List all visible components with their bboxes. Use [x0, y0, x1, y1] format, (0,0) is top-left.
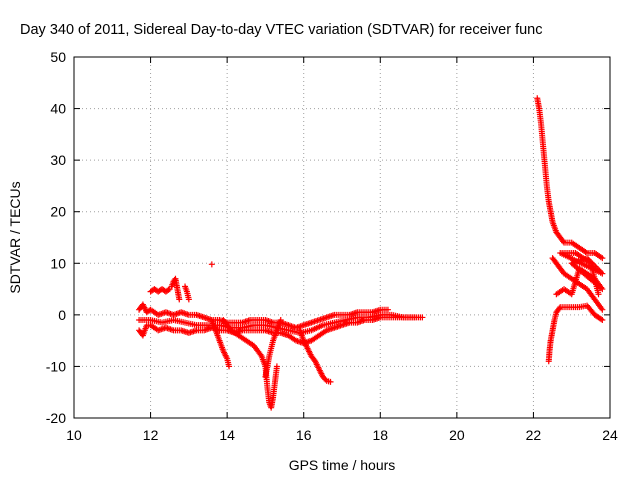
data-point — [599, 255, 606, 262]
data-point — [384, 306, 391, 313]
data-points — [136, 95, 606, 411]
data-point — [595, 291, 602, 298]
y-axis-label: SDTVAR / TECUs — [7, 181, 23, 293]
data-point — [226, 363, 233, 370]
y-tick-label: -10 — [46, 358, 66, 374]
y-tick-label: 50 — [50, 49, 66, 65]
chart-title: Day 340 of 2011, Sidereal Day-to-day VTE… — [20, 22, 542, 38]
data-point — [273, 363, 280, 370]
x-tick-label: 12 — [143, 427, 159, 443]
data-point — [322, 376, 329, 383]
grid-lines — [74, 57, 610, 418]
x-axis-label: GPS time / hours — [289, 457, 396, 473]
y-tick-label: 20 — [50, 204, 66, 220]
y-tick-label: -20 — [46, 410, 66, 426]
data-point — [560, 238, 567, 245]
x-tick-label: 10 — [66, 427, 82, 443]
data-point — [327, 378, 334, 385]
data-point — [556, 305, 563, 312]
axis-ticks: 10 12 14 16 18 20 22 24 -20 -10 0 10 20 30 40 50 — [46, 49, 618, 443]
data-point — [599, 317, 606, 324]
x-tick-label: 14 — [219, 427, 235, 443]
x-tick-label: 16 — [296, 427, 312, 443]
data-point — [185, 296, 192, 303]
y-tick-label: 0 — [58, 307, 66, 323]
data-point — [262, 373, 269, 380]
data-point — [419, 314, 426, 321]
data-point — [165, 286, 172, 293]
y-tick-label: 40 — [50, 101, 66, 117]
data-point — [166, 286, 173, 293]
plot-frame — [73, 56, 611, 419]
data-point — [598, 316, 605, 323]
data-point — [176, 296, 183, 303]
x-tick-label: 22 — [526, 427, 542, 443]
x-tick-label: 24 — [602, 427, 618, 443]
x-tick-label: 20 — [449, 427, 465, 443]
x-tick-label: 18 — [372, 427, 388, 443]
y-tick-label: 10 — [50, 255, 66, 271]
data-point — [599, 306, 606, 313]
data-point — [208, 261, 215, 268]
data-point — [411, 314, 418, 321]
y-tick-label: 30 — [50, 152, 66, 168]
